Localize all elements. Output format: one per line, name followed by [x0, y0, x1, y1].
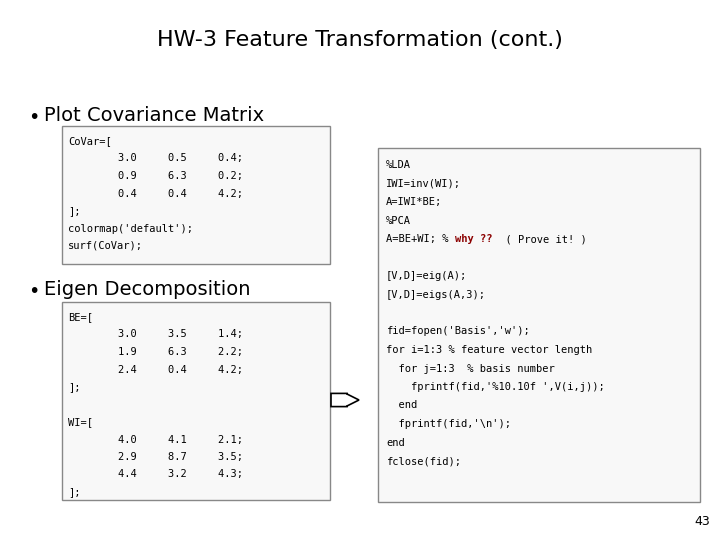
Text: BE=[: BE=[ — [68, 312, 93, 322]
Polygon shape — [331, 394, 359, 407]
Text: ];: ]; — [68, 382, 81, 392]
Text: [V,D]=eigs(A,3);: [V,D]=eigs(A,3); — [386, 289, 486, 300]
Text: A=IWI*BE;: A=IWI*BE; — [386, 197, 442, 207]
Text: fprintf(fid,'\n');: fprintf(fid,'\n'); — [386, 419, 511, 429]
Text: Plot Covariance Matrix: Plot Covariance Matrix — [44, 106, 264, 125]
Text: WI=[: WI=[ — [68, 417, 93, 427]
Text: 0.9     6.3     0.2;: 0.9 6.3 0.2; — [68, 171, 243, 181]
Text: end: end — [386, 437, 405, 448]
Text: •: • — [28, 108, 40, 127]
Text: HW-3 Feature Transformation (cont.): HW-3 Feature Transformation (cont.) — [157, 30, 563, 50]
Text: CoVar=[: CoVar=[ — [68, 136, 112, 146]
Text: Eigen Decomposition: Eigen Decomposition — [44, 280, 251, 299]
Text: fclose(fid);: fclose(fid); — [386, 456, 461, 466]
Text: ];: ]; — [68, 206, 81, 216]
Text: %PCA: %PCA — [386, 215, 411, 226]
Text: why ??: why ?? — [455, 234, 492, 244]
Text: 3.0     0.5     0.4;: 3.0 0.5 0.4; — [68, 153, 243, 164]
Text: 2.4     0.4     4.2;: 2.4 0.4 4.2; — [68, 364, 243, 375]
Text: [V,D]=eig(A);: [V,D]=eig(A); — [386, 271, 467, 281]
Text: surf(CoVar);: surf(CoVar); — [68, 241, 143, 251]
Text: 4.0     4.1     2.1;: 4.0 4.1 2.1; — [68, 435, 243, 444]
Text: A=BE+WI; %: A=BE+WI; % — [386, 234, 455, 244]
Text: %LDA: %LDA — [386, 160, 411, 170]
FancyBboxPatch shape — [378, 148, 700, 502]
Text: fid=fopen('Basis','w');: fid=fopen('Basis','w'); — [386, 327, 530, 336]
FancyBboxPatch shape — [62, 302, 330, 500]
FancyBboxPatch shape — [62, 126, 330, 264]
Text: ];: ]; — [68, 487, 81, 497]
Text: 2.9     8.7     3.5;: 2.9 8.7 3.5; — [68, 452, 243, 462]
Text: •: • — [28, 282, 40, 301]
Text: 0.4     0.4     4.2;: 0.4 0.4 4.2; — [68, 188, 243, 199]
Text: IWI=inv(WI);: IWI=inv(WI); — [386, 179, 461, 188]
Text: ( Prove it! ): ( Prove it! ) — [492, 234, 586, 244]
Text: end: end — [386, 401, 418, 410]
Text: 4.4     3.2     4.3;: 4.4 3.2 4.3; — [68, 469, 243, 480]
Text: fprintf(fid,'%10.10f ',V(i,j));: fprintf(fid,'%10.10f ',V(i,j)); — [386, 382, 605, 392]
Text: 43: 43 — [694, 515, 710, 528]
Text: colormap('default');: colormap('default'); — [68, 224, 193, 233]
Text: for j=1:3  % basis number: for j=1:3 % basis number — [386, 363, 554, 374]
Text: for i=1:3 % feature vector length: for i=1:3 % feature vector length — [386, 345, 593, 355]
Text: 1.9     6.3     2.2;: 1.9 6.3 2.2; — [68, 347, 243, 357]
Text: 3.0     3.5     1.4;: 3.0 3.5 1.4; — [68, 329, 243, 340]
